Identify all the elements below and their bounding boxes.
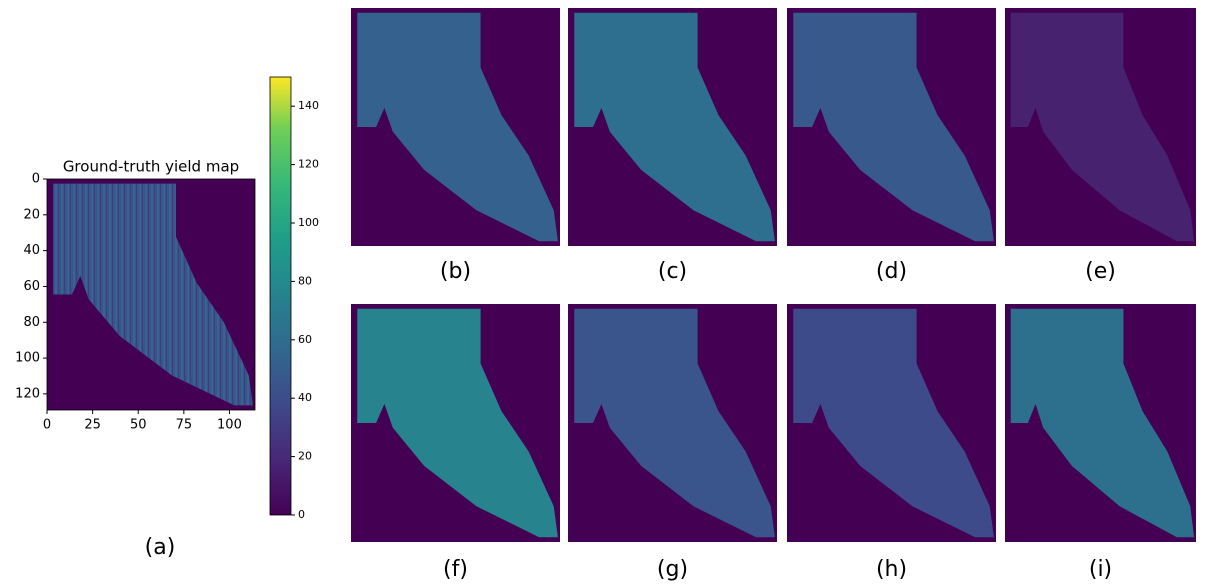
plot-frame: [46, 178, 256, 411]
panel-caption: (f): [443, 557, 468, 582]
y-tick-label: 60: [23, 279, 40, 294]
x-tick-label: 75: [176, 418, 193, 433]
yield-field: [53, 183, 253, 406]
colorbar: [269, 76, 292, 516]
colorbar-tick-label: 60: [298, 333, 312, 346]
colorbar-tick-label: 140: [298, 99, 319, 112]
prediction-field: [574, 12, 775, 242]
y-tick-label: 40: [23, 243, 40, 258]
panel-caption: (h): [876, 557, 907, 582]
colorbar-tick-label: 0: [298, 508, 305, 521]
prediction-field: [357, 12, 558, 242]
panel-caption: (b): [440, 259, 471, 284]
colorbar-tick-label: 100: [298, 216, 319, 229]
panel-caption: (d): [876, 259, 907, 284]
x-tick-label: 25: [84, 418, 101, 433]
panel-caption: (c): [658, 259, 687, 284]
y-tick-label: 120: [15, 386, 40, 401]
colorbar-tick-label: 120: [298, 158, 319, 171]
panel-caption: (i): [1089, 557, 1112, 582]
prediction-field: [1010, 12, 1195, 242]
chart-title: Ground-truth yield map: [63, 158, 239, 176]
y-tick-label: 20: [23, 207, 40, 222]
panel-caption: (a): [145, 535, 176, 560]
prediction-field: [1010, 308, 1195, 538]
x-tick-label: 100: [217, 418, 242, 433]
y-tick-label: 0: [32, 172, 40, 187]
x-tick-label: 50: [130, 418, 147, 433]
panel-caption: (g): [657, 557, 688, 582]
prediction-field: [793, 308, 994, 538]
x-tick-label: 0: [43, 418, 51, 433]
panel-caption: (e): [1085, 259, 1116, 284]
prediction-field: [574, 308, 775, 538]
colorbar-tick-label: 40: [298, 391, 312, 404]
prediction-field: [357, 308, 558, 538]
y-tick-label: 80: [23, 315, 40, 330]
colorbar-tick-label: 80: [298, 274, 312, 287]
prediction-field: [793, 12, 994, 242]
y-tick-label: 100: [15, 351, 40, 366]
colorbar-tick-label: 20: [298, 450, 312, 463]
